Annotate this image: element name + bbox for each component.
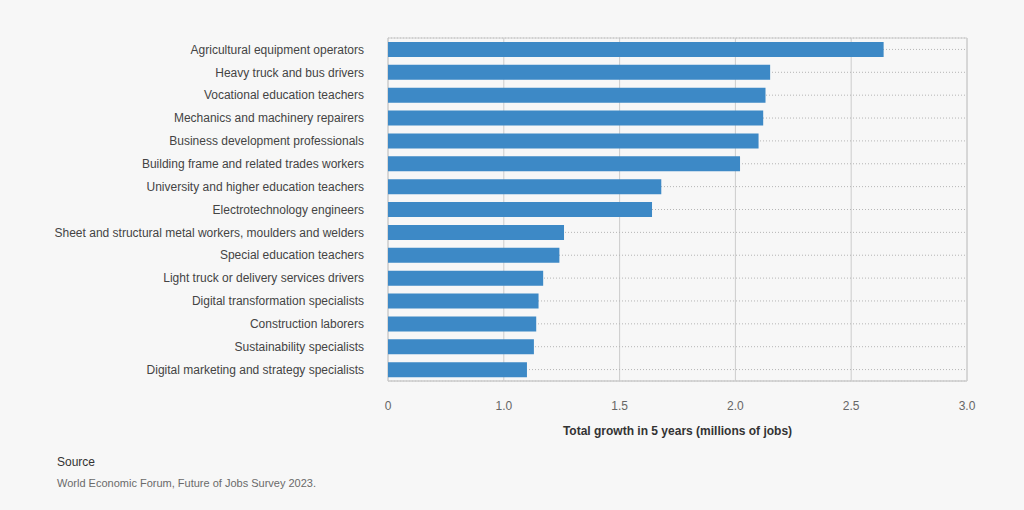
- svg-text:Sustainability specialists: Sustainability specialists: [235, 340, 364, 354]
- svg-text:0: 0: [385, 399, 392, 413]
- svg-text:Building frame and related tra: Building frame and related trades worker…: [142, 157, 364, 171]
- svg-text:1.5: 1.5: [611, 399, 628, 413]
- svg-text:Heavy truck and bus drivers: Heavy truck and bus drivers: [215, 66, 364, 80]
- html-text:Source: Source: [57, 455, 95, 469]
- svg-text:Light truck or delivery servic: Light truck or delivery services drivers: [163, 271, 364, 285]
- svg-text:3.0: 3.0: [959, 399, 976, 413]
- svg-text:2.0: 2.0: [727, 399, 744, 413]
- svg-text:Sheet and structural metal wor: Sheet and structural metal workers, moul…: [55, 226, 364, 240]
- svg-text:Total growth in 5 years (milli: Total growth in 5 years (millions of job…: [563, 424, 792, 438]
- svg-text:University and higher educatio: University and higher education teachers: [147, 180, 364, 194]
- svg-text:Digital marketing and strategy: Digital marketing and strategy specialis…: [147, 363, 364, 377]
- svg-text:Special education teachers: Special education teachers: [220, 248, 364, 262]
- svg-text:Vocational education teachers: Vocational education teachers: [204, 88, 364, 102]
- svg-text:Electrotechnology engineers: Electrotechnology engineers: [213, 203, 364, 217]
- svg-text:Business development professio: Business development professionals: [169, 134, 364, 148]
- svg-text:Construction laborers: Construction laborers: [250, 317, 364, 331]
- html-text:World Economic Forum, Future o: World Economic Forum, Future of Jobs Sur…: [57, 477, 316, 489]
- svg-text:Agricultural equipment operato: Agricultural equipment operators: [191, 43, 364, 57]
- svg-text:2.5: 2.5: [843, 399, 860, 413]
- svg-text:1.0: 1.0: [495, 399, 512, 413]
- svg-text:Mechanics and machinery repair: Mechanics and machinery repairers: [174, 111, 364, 125]
- svg-text:Digital transformation special: Digital transformation specialists: [192, 294, 364, 308]
